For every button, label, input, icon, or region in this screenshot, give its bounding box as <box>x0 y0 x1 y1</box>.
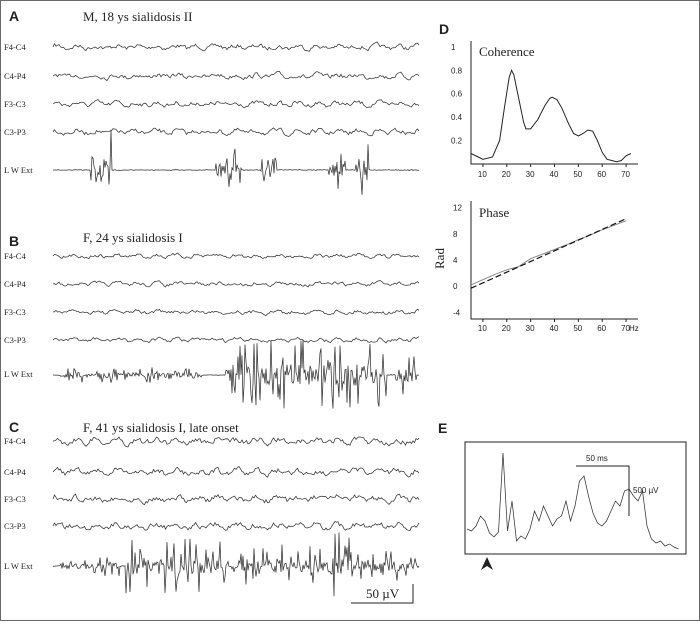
eeg-trace-c-4 <box>52 521 420 532</box>
panel-c-title: F, 41 ys sialidosis I, late onset <box>83 420 239 435</box>
panel-e-time-scale: 50 ms <box>586 454 608 463</box>
panel-c-label: C <box>9 419 19 435</box>
eeg-trace-b-3 <box>52 308 420 316</box>
phase-axes <box>470 201 638 320</box>
scale-bar-50uv: 50 µV <box>351 584 414 604</box>
eeg-trace-a-4 <box>52 127 420 137</box>
coherence-xtick-label: 30 <box>526 170 535 179</box>
panel-b-channel-2: C4-P4 <box>4 279 26 289</box>
panel-a-channel-2: C4-P4 <box>4 71 26 81</box>
panel-b-channel-3: F3-C3 <box>4 307 26 317</box>
eeg-trace-c-3 <box>52 493 420 506</box>
panel-b-channel-5: L W Ext <box>4 369 33 379</box>
coherence-xtick-label: 70 <box>621 170 630 179</box>
panel-b-traces <box>52 252 420 409</box>
eeg-trace-b-2 <box>52 280 420 288</box>
phase-ytick-label: -4 <box>453 308 461 317</box>
arrow-icon <box>481 557 493 570</box>
phase-xtick-label: 20 <box>502 324 511 333</box>
panel-c-channel-5: L W Ext <box>4 561 33 571</box>
phase-xtick-label: 50 <box>573 324 582 333</box>
phase-title: Phase <box>479 205 510 220</box>
panel-e-trace <box>466 452 679 550</box>
coherence-xtick-label: 60 <box>597 170 606 179</box>
phase-ytick-label: 0 <box>453 282 458 291</box>
panel-b-title: F, 24 ys sialidosis I <box>83 230 183 245</box>
emg-trace-b <box>53 339 420 409</box>
panel-e-amp-scale: 500 µV <box>633 486 659 495</box>
coherence-ytick-label: 0.2 <box>451 137 463 146</box>
coherence-ytick-label: 0.8 <box>451 66 463 75</box>
panel-c-channel-3: F3-C3 <box>4 494 26 504</box>
panel-c-channel-4: C3-P3 <box>4 521 26 531</box>
panel-a-channel-4: C3-P3 <box>4 127 26 137</box>
panel-c-channel-2: C4-P4 <box>4 467 26 477</box>
scale-bar-label: 50 µV <box>366 586 400 601</box>
eeg-trace-a-1 <box>52 41 420 52</box>
phase-xtick-label: 10 <box>478 324 487 333</box>
coherence-line <box>470 68 632 163</box>
panel-a-channel-5: L W Ext <box>4 165 33 175</box>
coherence-xtick-label: 40 <box>550 170 559 179</box>
phase-xtick-label: 30 <box>526 324 535 333</box>
panel-e-scale-bars <box>576 465 630 516</box>
phase-ytick-label: 4 <box>453 256 458 265</box>
panel-b-channel-1: F4-C4 <box>4 251 26 261</box>
phase-xtick-label: 60 <box>597 324 606 333</box>
eeg-trace-c-1 <box>52 436 420 448</box>
panel-b-label: B <box>9 233 19 249</box>
coherence-ytick-label: 0.4 <box>451 113 463 122</box>
coherence-ytick-label: 1 <box>451 43 456 52</box>
emg-trace-a <box>52 129 420 195</box>
coherence-axes <box>470 41 638 165</box>
coherence-ytick-label: 0.6 <box>451 90 463 99</box>
eeg-trace-a-2 <box>52 70 420 82</box>
phase-fit-line <box>470 218 627 289</box>
back-averaged-trace <box>466 452 679 550</box>
panel-a-traces <box>52 41 420 195</box>
panel-c-channel-1: F4-C4 <box>4 436 26 446</box>
emg-trace-c <box>52 532 420 597</box>
phase-ytick-label: 8 <box>453 230 458 239</box>
coherence-chart: Coherence 10 20 30 40 50 60 70 0.2 0.4 0.6 0.8 1 <box>451 41 638 179</box>
coherence-title: Coherence <box>479 44 535 59</box>
coherence-xtick-label: 50 <box>573 170 582 179</box>
eeg-trace-a-3 <box>52 99 420 109</box>
panel-e-frame <box>464 441 687 555</box>
panel-b-channel-4: C3-P3 <box>4 335 26 345</box>
panel-a-channel-3: F3-C3 <box>4 99 26 109</box>
panel-e-label: E <box>438 420 447 436</box>
panel-d-label: D <box>439 21 449 37</box>
coherence-xtick-label: 10 <box>478 170 487 179</box>
phase-ytick-label: 12 <box>453 204 462 213</box>
phase-xtick-label: 70 <box>621 324 630 333</box>
eeg-trace-b-4 <box>52 336 420 344</box>
panel-c-traces <box>52 436 420 597</box>
panel-a-channel-1: F4-C4 <box>4 42 26 52</box>
panel-a-title: M, 18 ys sialidosis II <box>83 9 192 24</box>
phase-ylabel: Rad <box>432 248 447 269</box>
panel-a-label: A <box>9 8 19 24</box>
phase-chart: Phase Rad Hz 10 20 30 40 50 60 70 -4 0 4 8 12 <box>432 201 639 333</box>
coherence-xtick-label: 20 <box>502 170 511 179</box>
eeg-trace-c-2 <box>52 465 420 478</box>
phase-xtick-label: 40 <box>550 324 559 333</box>
phase-xlabel: Hz <box>629 324 639 333</box>
eeg-trace-b-1 <box>52 252 420 260</box>
